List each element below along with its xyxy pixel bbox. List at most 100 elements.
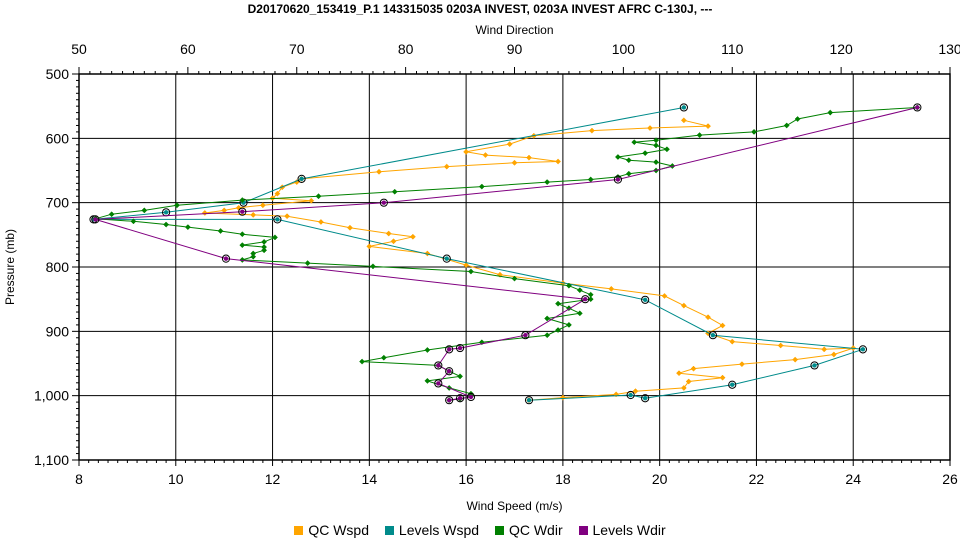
data-point-levels-wdir (91, 215, 100, 224)
x-top-tick-label: 70 (289, 41, 305, 57)
data-point-qc-wdir (478, 339, 485, 346)
data-point-qc-wspd (680, 384, 687, 391)
data-point-qc-wdir (467, 268, 474, 275)
data-point-qc-wdir (625, 170, 632, 177)
data-point-qc-wspd (317, 219, 324, 225)
y-tick-label: 1,100 (34, 452, 69, 468)
data-point-qc-wspd (482, 152, 489, 159)
data-point-fill-levels-wdir (915, 105, 920, 110)
data-point-qc-wspd (705, 314, 712, 321)
data-point-qc-wspd (443, 163, 450, 170)
data-point-qc-wdir (653, 142, 659, 149)
data-point-qc-wspd (690, 365, 697, 372)
data-point-qc-wspd (347, 224, 353, 231)
data-point-fill-levels-wdir (436, 381, 441, 386)
data-point-levels-wdir (613, 175, 623, 184)
data-point-levels-wspd (728, 380, 737, 389)
data-point-qc-wdir (663, 146, 670, 153)
data-point-qc-wdir (457, 373, 464, 380)
x-bottom-tick-label: 12 (265, 471, 281, 487)
legend-item-levels-wdir[interactable]: Levels Wdir (578, 522, 666, 538)
series-line-levels-wdir (95, 107, 918, 401)
data-point-qc-wdir (304, 260, 311, 267)
data-point-qc-wspd (680, 302, 687, 309)
data-point-levels-wdir (221, 254, 231, 263)
data-point-levels-wdir (379, 198, 388, 207)
data-point-qc-wdir (424, 377, 431, 384)
legend-item-qc-wspd[interactable]: QC Wspd (294, 522, 369, 538)
data-point-qc-wspd (729, 338, 736, 345)
data-point-qc-wspd (555, 158, 562, 165)
data-point-qc-wspd (680, 117, 687, 124)
data-point-fill-levels-wdir (240, 209, 245, 214)
data-point-fill-levels-wdir (381, 200, 387, 205)
data-point-fill-levels-wspd (812, 363, 817, 368)
data-point-qc-wspd (705, 330, 712, 337)
data-point-fill-levels-wspd (275, 217, 280, 222)
data-point-levels-wdir (913, 103, 922, 112)
legend-swatch-levels-wdir (578, 526, 588, 535)
x-top-tick-label: 110 (721, 41, 744, 57)
y-tick-label: 900 (46, 323, 70, 339)
data-point-qc-wdir (544, 315, 551, 322)
data-point-qc-wspd (284, 213, 291, 220)
data-point-qc-wdir (576, 287, 583, 294)
data-point-levels-wdir (581, 295, 590, 304)
data-point-qc-wspd (409, 233, 416, 240)
data-point-fill-levels-wspd (628, 392, 633, 398)
data-point-qc-wspd (526, 154, 532, 161)
data-point-qc-wdir (424, 347, 431, 353)
data-point-levels-wdir (434, 379, 443, 388)
data-point-fill-levels-wspd (444, 256, 449, 261)
data-point-qc-wspd (201, 210, 208, 216)
data-point-qc-wdir (108, 211, 115, 218)
data-point-fill-levels-wdir (446, 347, 452, 352)
data-point-qc-wdir (696, 132, 703, 139)
data-point-levels-wdir (434, 361, 443, 370)
x-top-tick-label: 100 (612, 41, 636, 57)
legend-item-qc-wdir[interactable]: QC Wdir (494, 522, 563, 538)
data-point-qc-wspd (719, 374, 726, 381)
data-point-qc-wdir (391, 188, 398, 195)
legend-label-qc-wspd: QC Wspd (308, 522, 370, 538)
data-point-qc-wspd (738, 361, 745, 368)
data-point-levels-wspd (626, 390, 635, 400)
data-point-qc-wdir (359, 358, 366, 365)
data-point-qc-wspd (792, 356, 799, 363)
data-point-fill-levels-wdir (615, 177, 621, 182)
x-bottom-tick-label: 18 (555, 471, 571, 487)
data-point-qc-wspd (274, 190, 281, 197)
data-point-qc-wspd (830, 351, 837, 358)
x-bottom-tick-label: 26 (942, 471, 958, 487)
data-point-qc-wdir (130, 218, 137, 225)
data-point-levels-wspd (810, 361, 819, 370)
data-point-qc-wdir (184, 224, 191, 231)
y-axis-label: Pressure (mb) (3, 229, 17, 305)
data-point-fill-levels-wspd (710, 332, 716, 338)
y-tick-label: 600 (46, 130, 70, 146)
plot-border (78, 73, 951, 461)
data-point-qc-wdir (239, 231, 246, 238)
x-bottom-tick-label: 16 (458, 471, 474, 487)
data-point-qc-wdir (625, 157, 632, 164)
data-point-qc-wdir (631, 139, 638, 146)
data-point-qc-wspd (608, 285, 615, 292)
data-point-qc-wdir (239, 256, 246, 263)
data-point-qc-wdir (565, 321, 572, 328)
x-top-tick-label: 120 (829, 41, 853, 57)
data-point-qc-wspd (506, 141, 513, 148)
data-point-qc-wdir (751, 128, 757, 135)
data-point-qc-wspd (777, 342, 784, 349)
data-point-fill-levels-wspd (730, 382, 735, 387)
data-point-fill-levels-wdir (523, 332, 528, 338)
data-point-qc-wspd (719, 322, 726, 329)
data-point-fill-levels-wdir (436, 363, 441, 368)
data-point-fill-levels-wspd (299, 176, 304, 182)
x-bottom-tick-label: 22 (749, 471, 765, 487)
legend-item-levels-wspd[interactable]: Levels Wspd (384, 522, 479, 538)
chart-title: D20170620_153419_P.1 143315035 0203A INV… (247, 2, 713, 16)
y-tick-label: 500 (46, 66, 70, 82)
data-point-qc-wdir (565, 282, 572, 289)
data-point-levels-wdir (455, 394, 465, 403)
legend-swatch-qc-wspd (294, 526, 304, 535)
